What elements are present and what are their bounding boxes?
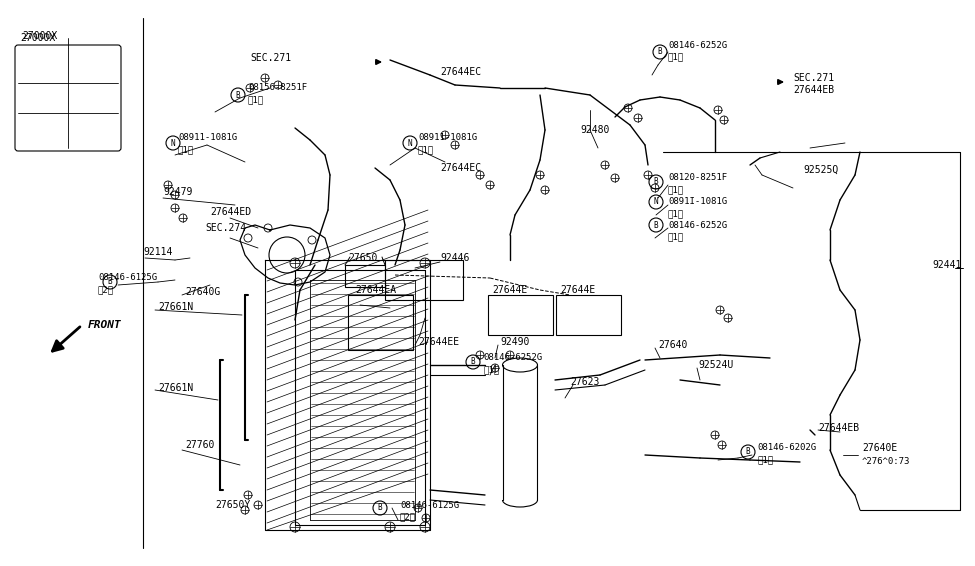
Text: （1）: （1）: [178, 145, 194, 155]
Text: 92114: 92114: [143, 247, 173, 257]
Text: 27640: 27640: [658, 340, 687, 350]
Text: 08146-6252G: 08146-6252G: [668, 221, 727, 229]
Text: 27644EB: 27644EB: [793, 85, 835, 95]
Text: B: B: [653, 221, 658, 229]
Text: 08156-8251F: 08156-8251F: [248, 84, 307, 92]
Bar: [556, 295, 621, 335]
Text: ^276^0:73: ^276^0:73: [862, 457, 911, 466]
Text: 27644EB: 27644EB: [818, 423, 859, 433]
Text: 27661N: 27661N: [158, 302, 193, 312]
Text: SEC.271: SEC.271: [250, 53, 292, 63]
Text: 0891I-1081G: 0891I-1081G: [668, 198, 727, 207]
Text: 27644EE: 27644EE: [418, 337, 459, 347]
Text: B: B: [658, 48, 662, 57]
Text: 27644E: 27644E: [492, 285, 527, 295]
Text: 92446: 92446: [440, 253, 469, 263]
Text: B: B: [236, 91, 240, 100]
Text: B: B: [653, 178, 658, 187]
Text: N: N: [171, 139, 176, 148]
Text: （1）: （1）: [668, 186, 684, 195]
Text: （1）: （1）: [668, 233, 684, 242]
Text: 27644EC: 27644EC: [440, 163, 481, 173]
Text: 27644EC: 27644EC: [440, 67, 481, 77]
Text: B: B: [107, 277, 112, 286]
Text: （2）: （2）: [98, 285, 114, 294]
Text: 92441: 92441: [933, 260, 962, 270]
Text: 08120-8251F: 08120-8251F: [668, 174, 727, 182]
Text: 27661N: 27661N: [158, 383, 193, 393]
Text: 08911-1081G: 08911-1081G: [418, 134, 477, 143]
Text: B: B: [746, 448, 751, 457]
Bar: [488, 295, 553, 335]
Text: 27650: 27650: [348, 253, 377, 263]
Text: 27644E: 27644E: [560, 285, 596, 295]
Text: （1）: （1）: [483, 366, 499, 375]
Text: B: B: [471, 358, 476, 367]
Text: 27623: 27623: [570, 377, 600, 387]
Bar: [385, 260, 463, 300]
Text: B: B: [377, 504, 382, 512]
Text: 27650Y: 27650Y: [215, 500, 251, 510]
Text: （1）: （1）: [668, 209, 684, 218]
Text: 92480: 92480: [580, 125, 609, 135]
Text: 08146-6202G: 08146-6202G: [757, 444, 816, 452]
Text: 08911-1081G: 08911-1081G: [178, 134, 237, 143]
Text: 92525Q: 92525Q: [803, 165, 838, 175]
Text: 27000X: 27000X: [20, 33, 56, 43]
Text: 92490: 92490: [500, 337, 529, 347]
Text: SEC.274: SEC.274: [205, 223, 246, 233]
Text: （1）: （1）: [248, 96, 264, 105]
Bar: [348, 295, 413, 350]
Text: 92479: 92479: [163, 187, 192, 197]
Text: SEC.271: SEC.271: [793, 73, 835, 83]
Text: 92524U: 92524U: [698, 360, 733, 370]
Text: 27640G: 27640G: [185, 287, 220, 297]
Text: 27000X: 27000X: [22, 31, 58, 41]
Text: 27644EA: 27644EA: [355, 285, 396, 295]
Text: （1）: （1）: [757, 456, 773, 465]
Text: 27644ED: 27644ED: [210, 207, 252, 217]
Text: N: N: [408, 139, 412, 148]
Text: N: N: [653, 198, 658, 207]
Text: FRONT: FRONT: [88, 320, 122, 330]
Text: （2）: （2）: [400, 512, 416, 521]
Text: 27760: 27760: [185, 440, 214, 450]
Text: 08146-6252G: 08146-6252G: [483, 354, 542, 362]
Text: 08146-6252G: 08146-6252G: [668, 41, 727, 49]
Text: （1）: （1）: [418, 145, 434, 155]
Text: （1）: （1）: [668, 53, 684, 62]
Text: 27640E: 27640E: [862, 443, 897, 453]
Text: 08146-6125G: 08146-6125G: [98, 273, 157, 282]
Text: 08146-6125G: 08146-6125G: [400, 500, 459, 509]
Bar: [345, 265, 385, 287]
